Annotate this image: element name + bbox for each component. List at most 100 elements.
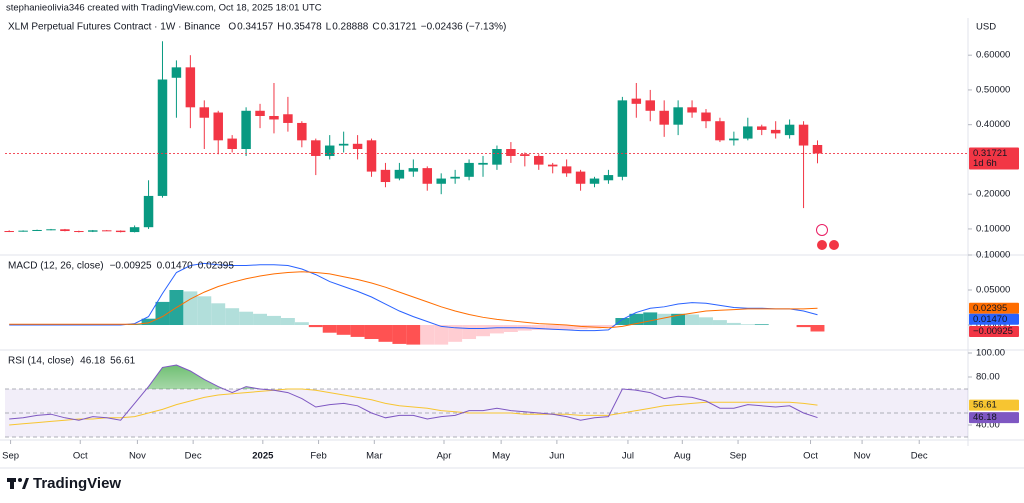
histogram-bar	[754, 324, 769, 326]
histogram-bar	[378, 325, 393, 342]
histogram-bar	[267, 315, 281, 326]
histogram-bar	[225, 308, 240, 326]
histogram-bar	[322, 325, 337, 333]
candle-body	[255, 110, 265, 116]
candle-body	[46, 229, 56, 231]
candle-body	[757, 126, 767, 130]
x-tick-label: Dec	[911, 451, 928, 462]
candle-body	[199, 107, 210, 118]
macd-line	[9, 262, 818, 332]
histogram-bar	[197, 296, 212, 326]
y-tick-label: 0.00000	[976, 320, 1010, 331]
x-tick-label: Nov	[129, 451, 146, 462]
y-tick-label: 0.50000	[976, 84, 1010, 95]
candle-body	[394, 169, 405, 179]
y-tick-label: 0.40000	[976, 119, 1010, 130]
histogram-bar	[726, 322, 741, 326]
histogram-bar	[615, 318, 630, 326]
candle-body	[297, 122, 307, 141]
candle-body	[436, 178, 446, 184]
histogram-bar	[740, 324, 755, 326]
ohlc-letter: L	[326, 22, 332, 33]
rsi-axis-label: 46.18	[973, 412, 997, 423]
indicator-title: RSI (14, close)	[8, 356, 74, 367]
ohlc-value: 0.28888	[332, 22, 369, 33]
histogram-bar	[406, 325, 421, 345]
y-tick-label: 0.05000	[976, 285, 1010, 296]
logo-shape	[18, 478, 22, 482]
histogram-axis-label-box	[969, 325, 1019, 337]
rsi-ma-axis-label-box	[969, 399, 1019, 411]
ohlc-value: 0.34157	[237, 22, 274, 33]
candle-body	[18, 230, 28, 232]
candle-body	[408, 168, 419, 172]
last-price-box	[969, 147, 1019, 170]
histogram-bar	[239, 311, 254, 326]
candle-body	[366, 140, 377, 172]
x-tick-label: Jun	[549, 451, 564, 462]
x-tick-label: 2025	[252, 451, 274, 462]
ohlc-letter: H	[277, 22, 284, 33]
histogram-bar	[643, 312, 658, 326]
candle-body	[74, 231, 84, 233]
candle-body	[464, 162, 474, 177]
rsi-ma-line	[9, 388, 818, 426]
event-flag	[828, 239, 840, 251]
logo-shape	[22, 478, 29, 489]
candle-body	[478, 162, 488, 165]
x-tick-label: Sep	[2, 451, 19, 462]
histogram-bar	[796, 325, 811, 328]
candle-body	[603, 175, 614, 181]
candle-body	[729, 138, 739, 141]
candle-body	[115, 230, 126, 233]
histogram-bar	[294, 322, 309, 326]
candle-body	[352, 143, 363, 150]
change: −0.02436 (−7.13%)	[421, 22, 507, 33]
candle-body	[185, 67, 196, 108]
histogram-bar	[448, 325, 463, 342]
y-tick-label: 0.10000	[976, 250, 1010, 261]
candle-body	[812, 144, 823, 154]
y-tick-label: 80.00	[976, 372, 1000, 383]
histogram-bar	[280, 318, 295, 326]
candle-body	[561, 166, 572, 174]
histogram-axis-label: −0.00925	[973, 326, 1013, 337]
x-tick-label: Dec	[185, 451, 202, 462]
candle-body	[32, 229, 42, 231]
x-tick-label: Apr	[437, 451, 452, 462]
candle-body	[422, 168, 433, 184]
ohlc-value: 0.35478	[285, 22, 322, 33]
signal-axis-label-box	[969, 302, 1019, 314]
histogram-bar	[559, 325, 574, 330]
histogram-bar	[350, 325, 365, 337]
candle-body	[269, 115, 279, 120]
histogram-bar	[364, 325, 379, 340]
signal-axis-label: 0.02395	[973, 303, 1007, 314]
y-tick-label: 40.00	[976, 420, 1000, 431]
histogram-bar	[601, 325, 616, 328]
indicator-title: MACD (12, 26, close)	[8, 261, 104, 272]
histogram-bar	[489, 325, 504, 334]
histogram-bar	[155, 301, 170, 326]
candle-body	[450, 176, 460, 179]
x-tick-label: Oct	[803, 451, 818, 462]
candle-body	[88, 230, 98, 232]
candle-body	[687, 107, 697, 113]
y-tick-label: 0.10000	[976, 223, 1010, 234]
last-price: 0.31721	[973, 148, 1007, 159]
candle-body	[171, 67, 182, 78]
candle-body	[227, 138, 237, 150]
brand: TradingView	[33, 475, 121, 492]
x-tick-label: May	[492, 451, 510, 462]
candle-body	[743, 126, 753, 139]
candle-body	[575, 171, 586, 184]
rsi-ma-axis-label: 56.61	[973, 400, 997, 411]
y-tick-label: 100.00	[976, 348, 1005, 359]
histogram-bar	[434, 325, 449, 345]
ohlc-value: 0.31721	[381, 22, 418, 33]
logo-shape	[10, 478, 14, 489]
histogram-value: −0.00925	[110, 261, 152, 272]
